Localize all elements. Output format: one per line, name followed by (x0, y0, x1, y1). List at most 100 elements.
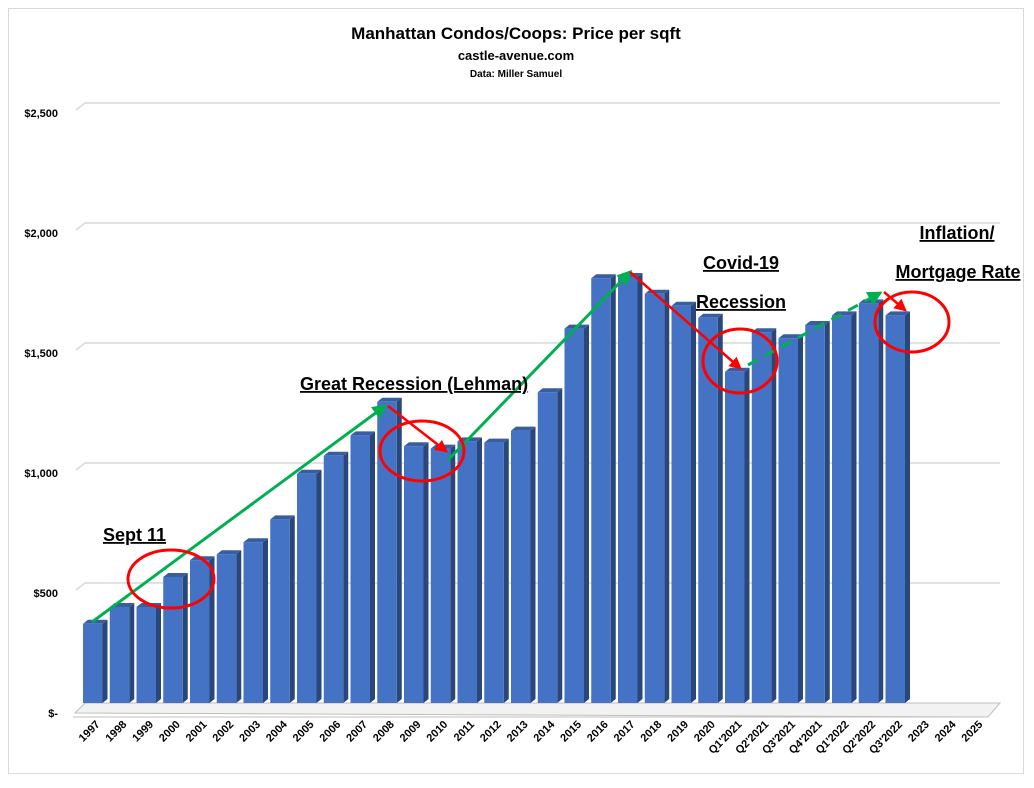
x-tick-label: 2012 (478, 719, 504, 745)
bar-2019 (671, 301, 696, 703)
bar-side (263, 538, 268, 703)
bar-side (102, 619, 108, 703)
bar-front (511, 430, 531, 703)
bar-front (404, 446, 424, 703)
bar-top (698, 313, 723, 318)
bar-front (885, 315, 905, 703)
y-tick-label: $1,500 (24, 348, 58, 360)
bar-2003 (243, 538, 268, 703)
bar-front (484, 442, 504, 703)
x-tick-label: 2003 (237, 719, 263, 745)
annotation-covid-line1: Covid-19 (703, 253, 779, 273)
bar-side (316, 469, 322, 703)
bar-1998 (109, 603, 135, 703)
bar-1997 (83, 619, 108, 703)
bar-front (377, 401, 397, 703)
circle-covid (701, 327, 779, 395)
bar-Q1'2022 (832, 311, 857, 703)
bar-2010 (430, 444, 456, 703)
x-tick-label: 2005 (291, 719, 317, 745)
bar-front (778, 338, 798, 703)
bar-side (717, 313, 723, 703)
x-tick-label: 2011 (452, 719, 477, 744)
bar-top (83, 619, 108, 624)
bar-front (270, 519, 290, 703)
bar-top (511, 426, 536, 431)
bar-2006 (323, 451, 349, 703)
bar-2012 (484, 438, 509, 703)
bar-side (584, 324, 589, 703)
x-tick-label: 2006 (318, 719, 344, 745)
bar-side (691, 301, 696, 703)
bar-side (744, 367, 750, 703)
bar-2001 (190, 556, 215, 703)
bar-side (477, 437, 482, 703)
bar-top (323, 451, 349, 456)
x-tick-label: 2001 (184, 719, 210, 745)
bar-front (190, 560, 210, 703)
bar-Q4'2021 (805, 321, 830, 703)
chart-floor (73, 702, 1002, 718)
bar-top (377, 397, 402, 402)
bar-Q3'2021 (778, 334, 803, 703)
x-tick-label: 2018 (639, 719, 665, 745)
downtrend-arrow-2008-2010 (387, 405, 448, 453)
bar-front (243, 542, 263, 703)
bar-front (323, 455, 344, 703)
bar-side (878, 299, 884, 703)
bar-2004 (270, 515, 295, 703)
annotation-sept11: Sept 11 (103, 525, 166, 545)
bar-front (109, 607, 130, 703)
x-tick-label: 2010 (425, 719, 451, 745)
bar-1999 (136, 603, 161, 703)
bar-front (832, 315, 852, 703)
bar-top (885, 311, 910, 316)
uptrend-arrow-2010-2017 (446, 269, 633, 462)
bar-top (350, 431, 375, 436)
x-tick-label: 2002 (211, 719, 237, 745)
x-tick-label: 2025 (960, 719, 986, 745)
downtrend-arrow-2017-2021 (629, 271, 742, 370)
annotation-inflation-line1: Inflation/ (920, 223, 995, 243)
bar-side (343, 451, 349, 703)
bar-top (270, 515, 295, 520)
bar-2007 (350, 431, 375, 703)
x-tick-label: 2023 (906, 719, 932, 745)
bar-side (289, 515, 295, 703)
x-tick-label: 1997 (77, 719, 103, 745)
bar-side (129, 603, 135, 703)
bar-side (370, 431, 375, 703)
bar-Q2'2022 (858, 299, 884, 703)
bar-front (537, 392, 558, 703)
bar-front (430, 448, 451, 703)
y-tick-label: $- (48, 708, 58, 720)
bar-Q3'2022 (885, 311, 910, 703)
bar-top (751, 328, 777, 333)
bar-2002 (216, 550, 242, 703)
gridline-2500 (75, 102, 1000, 111)
bar-front (136, 607, 156, 703)
bar-2009 (404, 442, 429, 703)
bar-2014 (537, 388, 563, 703)
bar-side (450, 444, 456, 703)
bar-2000 (163, 573, 188, 703)
bar-front (671, 305, 691, 703)
bar-front (457, 441, 477, 703)
bar-front (751, 332, 772, 703)
bar-side (824, 321, 830, 703)
bar-2020 (698, 313, 723, 703)
y-tick-label: $2,500 (24, 108, 58, 120)
bar-side (664, 289, 670, 703)
bar-2015 (564, 324, 589, 703)
bar-front (297, 473, 317, 703)
x-tick-label: 2008 (371, 719, 397, 745)
bar-front (805, 325, 825, 703)
bar-2005 (297, 469, 322, 703)
downtrend-arrow-2022-2023 (883, 291, 907, 312)
bar-2016 (591, 274, 616, 703)
bars (83, 273, 910, 703)
bar-front (618, 277, 638, 703)
bar-top (297, 469, 322, 474)
bar-side (236, 550, 242, 703)
